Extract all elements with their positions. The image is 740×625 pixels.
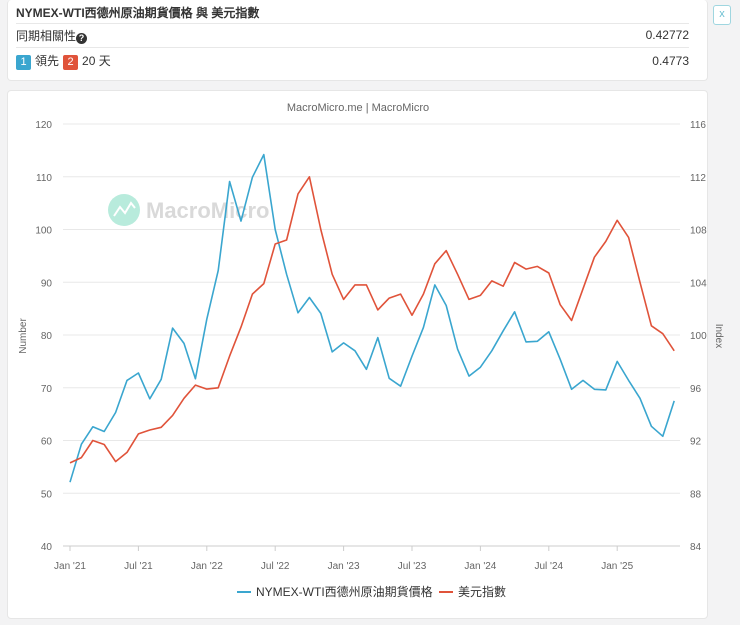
lead-text: 領先 bbox=[35, 53, 60, 68]
y-tick-right: 108 bbox=[690, 226, 707, 237]
question-circle-icon[interactable]: ? bbox=[76, 32, 88, 44]
correlation-panel: NYMEX-WTI西德州原油期貨價格 與 美元指數 同期相關性? 0.42772… bbox=[7, 0, 708, 81]
y-tick-right: 96 bbox=[690, 384, 702, 395]
x-tick-label: Jul '24 bbox=[535, 561, 564, 572]
legend: NYMEX-WTI西德州原油期貨價格 美元指數 bbox=[237, 584, 506, 599]
series1-badge: 1 bbox=[16, 54, 31, 70]
y-tick-right: 84 bbox=[690, 542, 702, 553]
panel-title: NYMEX-WTI西德州原油期貨價格 與 美元指數 bbox=[16, 5, 260, 20]
x-tick-label: Jul '22 bbox=[261, 561, 290, 572]
y-tick-left: 60 bbox=[41, 437, 53, 448]
lead-days: 20 天 bbox=[82, 53, 111, 68]
watermark-text: MacroMicro bbox=[146, 198, 269, 223]
y-tick-right: 116 bbox=[690, 120, 706, 131]
y-tick-left: 110 bbox=[36, 173, 52, 184]
watermark: MacroMicro bbox=[108, 194, 269, 226]
x-tick-label: Jan '24 bbox=[464, 561, 496, 572]
dollar-index-line bbox=[69, 176, 675, 464]
y-axis-left-label: Number bbox=[18, 318, 29, 354]
x-tick-label: Jan '21 bbox=[54, 561, 86, 572]
y-tick-left: 40 bbox=[41, 542, 53, 553]
macromicro-logo-icon bbox=[108, 194, 140, 226]
y-tick-left: 80 bbox=[41, 331, 53, 342]
y-tick-right: 92 bbox=[690, 437, 702, 448]
y-tick-left: 50 bbox=[41, 489, 53, 500]
correlation-label-text: 同期相關性 bbox=[16, 28, 77, 43]
wti-price-line bbox=[69, 153, 675, 483]
y-tick-right: 100 bbox=[690, 331, 707, 342]
y-tick-right: 88 bbox=[690, 489, 702, 500]
y-tick-left: 90 bbox=[41, 278, 53, 289]
close-button[interactable]: x bbox=[713, 5, 731, 25]
y-axis-right-label: Index bbox=[713, 324, 724, 348]
chart-panel: MacroMicro.me | MacroMicro MacroMicro 40… bbox=[7, 90, 724, 619]
correlation-value: 0.42772 bbox=[645, 28, 689, 42]
x-tick-label: Jan '25 bbox=[601, 561, 633, 572]
correlation-label: 同期相關性? bbox=[16, 27, 88, 44]
y-tick-right: 104 bbox=[690, 278, 707, 289]
y-tick-left: 120 bbox=[35, 120, 52, 131]
x-tick-label: Jan '23 bbox=[328, 561, 360, 572]
legend-label-wti: NYMEX-WTI西德州原油期貨價格 bbox=[256, 584, 433, 599]
x-tick-label: Jan '22 bbox=[191, 561, 223, 572]
chart-title: MacroMicro.me | MacroMicro bbox=[287, 102, 429, 114]
series2-badge: 2 bbox=[63, 54, 79, 70]
legend-item-dxy[interactable]: 美元指數 bbox=[439, 584, 506, 599]
lead-correlation-value: 0.4773 bbox=[652, 53, 689, 68]
legend-label-dxy: 美元指數 bbox=[458, 584, 506, 599]
y-tick-left: 100 bbox=[35, 226, 52, 237]
y-tick-right: 112 bbox=[690, 173, 706, 184]
legend-item-wti[interactable]: NYMEX-WTI西德州原油期貨價格 bbox=[237, 584, 433, 599]
panel-header: NYMEX-WTI西德州原油期貨價格 與 美元指數 bbox=[16, 4, 689, 20]
line-chart: MacroMicro.me | MacroMicro MacroMicro 40… bbox=[18, 102, 724, 599]
x-tick-label: Jul '21 bbox=[124, 561, 153, 572]
lead-info: 1 領先 2 20 天 bbox=[16, 52, 111, 70]
x-tick-label: Jul '23 bbox=[398, 561, 427, 572]
y-tick-left: 70 bbox=[41, 384, 53, 395]
